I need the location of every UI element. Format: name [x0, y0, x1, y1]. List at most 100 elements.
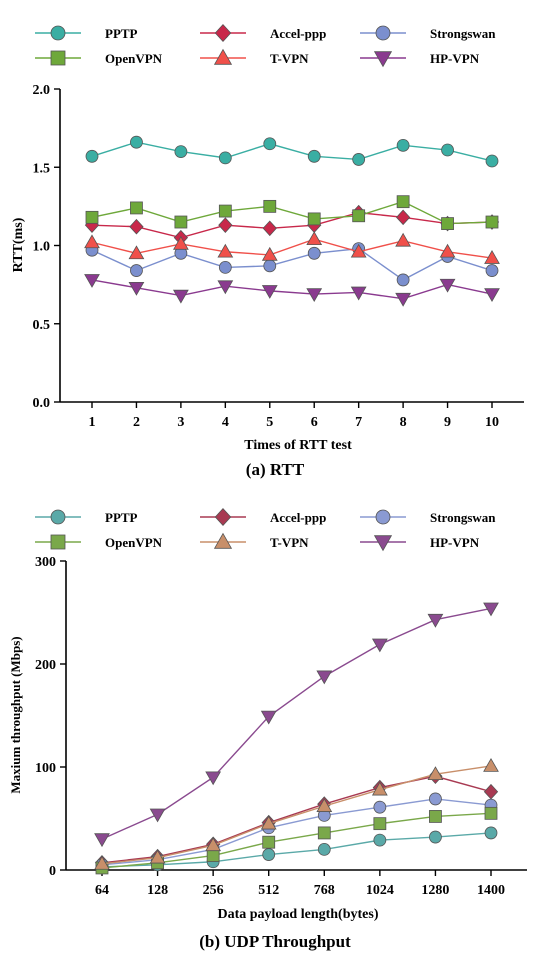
- y-tick-label: 1.5: [33, 161, 51, 176]
- data-point: [174, 215, 188, 229]
- series-t-vpn: [84, 231, 500, 264]
- data-point: [205, 771, 222, 786]
- x-tick-label: 3: [177, 415, 184, 430]
- legend-marker: [213, 532, 233, 549]
- y-tick-label: 2.0: [33, 83, 51, 98]
- x-tick-label: 10: [485, 415, 499, 430]
- data-point: [172, 289, 189, 304]
- data-point: [429, 830, 442, 844]
- data-point: [217, 280, 234, 295]
- series-line: [91, 279, 493, 300]
- data-point: [427, 613, 444, 628]
- data-point: [261, 285, 278, 299]
- legend-label: HP-VPN: [430, 535, 480, 550]
- x-tick-label: 256: [203, 883, 224, 898]
- data-point: [396, 138, 410, 152]
- data-point: [262, 848, 276, 861]
- legend-item-accel-ppp: Accel-ppp: [200, 508, 326, 526]
- data-point: [130, 135, 143, 149]
- legend-item-pptp: PPTP: [35, 25, 138, 41]
- data-point: [484, 826, 498, 840]
- y-tick-label: 0: [49, 864, 56, 879]
- legend-label: OpenVPN: [105, 51, 163, 66]
- chart-b: PPTP Accel-ppp Strongswan OpenVPN T-VPN HP-VP…: [8, 508, 527, 951]
- data-point: [262, 220, 277, 237]
- series-line: [101, 812, 492, 869]
- series-line: [101, 607, 492, 840]
- legend-item-t-vpn: T-VPN: [200, 48, 309, 66]
- data-point: [395, 292, 412, 307]
- data-point: [441, 143, 454, 157]
- data-point: [484, 806, 498, 820]
- legend-label: T-VPN: [270, 535, 309, 550]
- data-point: [396, 195, 410, 209]
- data-point: [395, 232, 412, 247]
- series-line: [91, 141, 493, 162]
- data-point: [483, 783, 499, 800]
- x-tick-label: 6: [311, 415, 318, 430]
- legend-marker: [213, 48, 233, 65]
- chart-b-legend: PPTP Accel-ppp Strongswan OpenVPN T-VPN HP-VP…: [35, 508, 496, 552]
- series-line: [91, 247, 493, 281]
- data-point: [350, 243, 367, 258]
- y-tick-label: 1.0: [33, 240, 51, 255]
- data-point: [439, 243, 456, 258]
- data-point: [306, 231, 323, 246]
- data-point: [218, 204, 232, 218]
- data-point: [149, 849, 166, 864]
- data-point: [429, 810, 442, 823]
- data-point: [429, 792, 442, 806]
- data-point: [94, 855, 110, 870]
- series-line: [101, 765, 492, 865]
- series-t-vpn: [94, 757, 499, 870]
- chart-a-title: (a) RTT: [246, 460, 305, 479]
- data-point: [260, 815, 277, 830]
- data-point: [316, 670, 333, 685]
- data-point: [260, 710, 277, 725]
- series-line: [91, 200, 493, 225]
- data-point: [395, 209, 411, 226]
- legend-marker: [50, 25, 66, 41]
- y-tick-label: 300: [35, 555, 56, 570]
- series-line: [91, 238, 493, 259]
- data-point: [263, 259, 277, 273]
- series-pptp: [85, 135, 499, 168]
- data-point: [128, 245, 145, 260]
- legend-label: HP-VPN: [430, 51, 480, 66]
- data-point: [371, 638, 388, 653]
- legend-item-t-vpn: T-VPN: [200, 532, 309, 550]
- legend-label: Strongswan: [430, 26, 496, 41]
- y-tick-label: 0.5: [33, 318, 51, 333]
- data-point: [94, 833, 110, 848]
- data-point: [484, 250, 500, 264]
- x-tick-label: 768: [314, 883, 335, 898]
- legend-item-pptp: PPTP: [35, 509, 138, 525]
- data-point: [263, 137, 277, 151]
- legend-item-openvpn: OpenVPN: [35, 534, 163, 550]
- series-line: [101, 798, 492, 866]
- data-point: [172, 235, 189, 250]
- legend-label: PPTP: [105, 510, 138, 525]
- legend-marker: [373, 535, 393, 552]
- legend-item-accel-ppp: Accel-ppp: [200, 24, 326, 42]
- data-point: [85, 149, 99, 163]
- chart-a-legend: PPTP Accel-ppp Strongswan OpenVPN T-VPN HP-VP…: [35, 24, 496, 68]
- data-point: [262, 835, 276, 849]
- data-point: [373, 833, 387, 847]
- data-point: [352, 209, 366, 223]
- data-point: [352, 153, 366, 166]
- chart-b-ylabel: Maxium throughput (Mbps): [8, 636, 23, 793]
- legend-marker: [375, 509, 391, 525]
- data-point: [484, 288, 500, 303]
- data-point: [128, 281, 145, 296]
- legend-label: Accel-ppp: [270, 26, 326, 41]
- x-tick-label: 1: [89, 415, 96, 430]
- data-point: [307, 149, 321, 163]
- legend-marker: [50, 534, 66, 550]
- data-point: [261, 246, 278, 261]
- chart-b-plot: 0 100 200 300 64 128 256 512 768 1024 1280 1400: [35, 555, 527, 898]
- data-point: [373, 817, 387, 831]
- legend-marker: [214, 24, 232, 42]
- data-point: [130, 201, 143, 215]
